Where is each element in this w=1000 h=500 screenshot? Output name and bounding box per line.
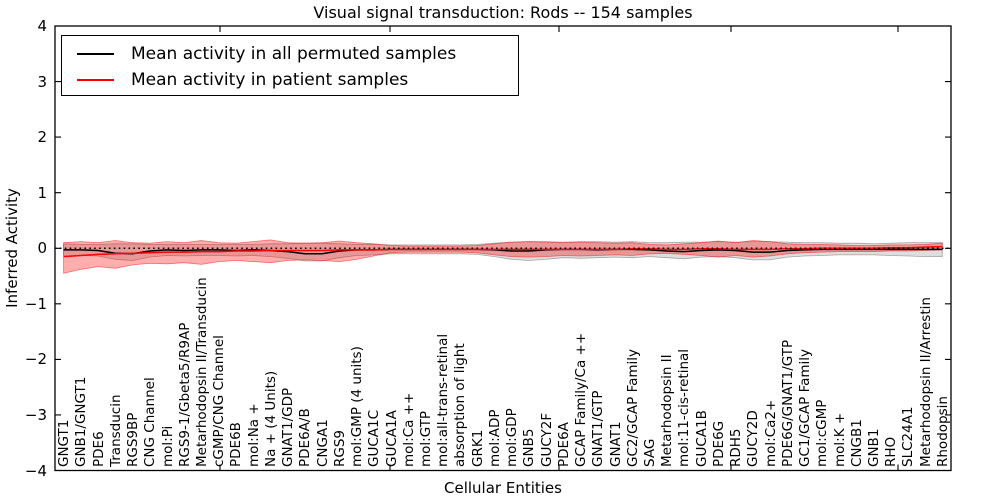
x-tick-label: RGS9-1/Gbeta5/R9AP [176,322,193,467]
x-tick-label: mol:cGMP [814,399,831,467]
legend-line-swatch-black [77,53,114,55]
y-tick-label: −2 [24,350,47,369]
x-tick-label: RHO [883,436,900,467]
y-tick-label: 1 [37,183,47,202]
y-tick-label: −1 [24,294,47,313]
x-tick-label: PDE6 [90,431,107,467]
x-tick-label: GUCY2D [745,410,762,467]
y-tick-label: 2 [37,128,47,147]
x-tick-label: mol:all-trans-retinal [435,333,452,467]
x-tick-label: SAG [641,438,658,467]
legend-item-permuted: Mean activity in all permuted samples [62,41,518,67]
x-tick-label: GUCA1C [366,409,383,467]
x-tick-label: mol:GTP [417,410,434,467]
x-tick-label: RDH5 [728,428,745,467]
legend-line-swatch-red [77,79,114,81]
x-tick-label: RGS9BP [125,412,141,467]
x-tick-label: GNGT1 [56,419,73,467]
x-tick-label: mol:Pi [159,425,176,467]
x-tick-label: PDE6G [710,420,727,467]
x-tick-label: PDE6A/B [297,408,314,467]
x-tick-label: RGS9 [331,430,348,467]
x-tick-label: GUCY2F [538,412,555,467]
y-tick-label: 0 [37,239,47,258]
x-tick-label: mol:ADP [486,409,503,467]
x-tick-label: mol:GMP (4 units) [349,346,365,467]
x-tick-label: PDE6B [228,422,245,467]
x-tick-label: CNG Channel [142,377,159,467]
x-tick-label: Metarhodopsin II [659,354,676,467]
x-tick-label: mol:Ca ++ [400,392,417,467]
y-tick-label: −4 [24,461,47,480]
x-tick-label: Transducin [107,394,124,467]
x-tick-label: Metarhodopsin II/Transducin [193,277,210,467]
x-tick-label: SLC24A1 [900,406,917,467]
x-tick-label: GC1/GCAP Family [797,348,813,467]
x-tick-label: mol:11-cis-retinal [676,348,693,467]
x-tick-label: cGMP/CNG Channel [211,335,228,467]
x-tick-label: absorption of light [452,343,469,467]
chart-title: Visual signal transduction: Rods -- 154 … [313,3,693,22]
x-tick-label: GRK1 [469,429,486,467]
x-tick-label: GNB1 [865,428,882,467]
x-tick-label: Metarhodopsin II/Arrestin [917,297,934,467]
x-tick-label: mol:GDP [504,408,521,467]
x-axis-label: Cellular Entities [444,479,562,497]
y-tick-label: 4 [37,17,47,35]
legend: Mean activity in all permuted samples Me… [61,35,519,96]
x-tick-label: GCAP Family/Ca ++ [573,332,589,467]
x-tick-label: GUCA1A [383,410,400,467]
x-tick-label: PDE6G/GNAT1/GTP [779,339,796,467]
x-tick-label: GNB1/GNGT1 [73,376,90,467]
x-tick-label: mol:Na + [245,403,262,467]
x-tick-label: Rhodopsin [934,396,951,467]
x-tick-label: GNAT1 [607,421,624,467]
legend-label-permuted: Mean activity in all permuted samples [131,44,457,64]
x-tick-label: GNB5 [521,428,538,467]
legend-label-patient: Mean activity in patient samples [131,70,409,90]
x-tick-label: Na + (4 Units) [262,370,279,467]
legend-item-patient: Mean activity in patient samples [62,67,518,93]
y-tick-label: 3 [37,72,47,91]
y-tick-label: −3 [24,405,47,424]
x-tick-label: PDE6A [555,422,572,467]
x-tick-label: mol:K + [831,412,848,467]
x-tick-label: CNGA1 [314,419,331,467]
x-tick-label: GNAT1/GDP [280,387,297,467]
x-tick-label: GNAT1/GTP [590,390,607,468]
x-tick-label: GC2/GCAP Family [624,348,641,467]
x-tick-label: CNGB1 [848,419,865,467]
x-tick-label: GUCA1B [693,410,710,467]
x-tick-label: mol:Ca2+ [762,399,779,467]
